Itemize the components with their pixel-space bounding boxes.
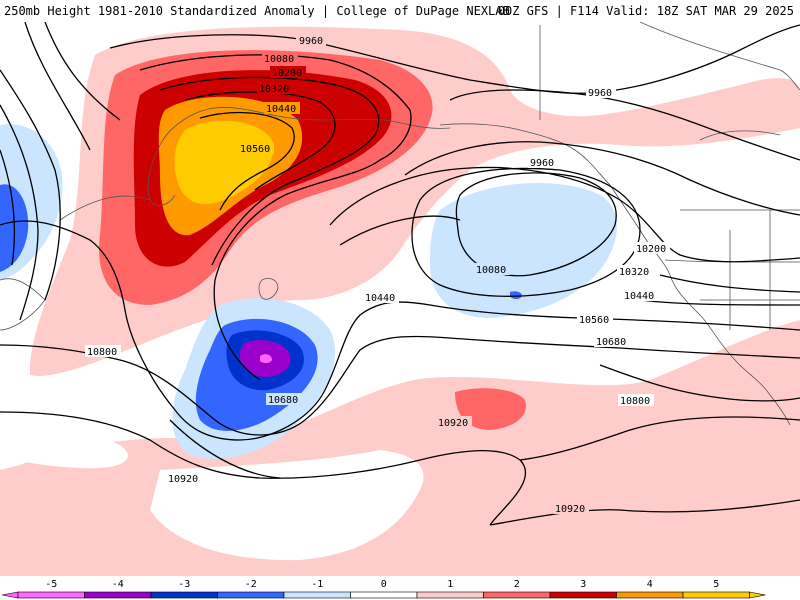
colorbar-tick-label: -2 [245, 579, 257, 590]
contour-label: 10560 [579, 315, 609, 326]
colorbar-tick-label: 4 [647, 579, 653, 590]
height-contours [0, 22, 800, 526]
colorbar-swatch [416, 591, 484, 599]
colorbar-swatch [17, 591, 85, 599]
colorbar-swatch [217, 591, 285, 599]
map-header: 250mb Height 1981-2010 Standardized Anom… [0, 0, 800, 22]
contour-label: 10200 [636, 244, 666, 255]
colorbar-tick-label: -1 [311, 579, 323, 590]
negative-anomaly-5-shading [260, 354, 272, 364]
anomaly-map: 9960 10080 10200 10320 10440 10560 9960 … [0, 22, 800, 578]
colorbar-swatch [84, 591, 152, 599]
contour-label: 10200 [272, 68, 302, 79]
colorbar-tick-label: 1 [447, 579, 453, 590]
colorbar-swatches [1, 591, 766, 599]
colorbar-arrow-high [749, 591, 766, 599]
colorbar-swatch [549, 591, 617, 599]
colorbar-swatch [616, 591, 684, 599]
contour-label: 10560 [240, 144, 270, 155]
contour-label: 9960 [530, 158, 554, 169]
contour-label: 10920 [438, 418, 468, 429]
colorbar-tick-labels: -5 -4 -3 -2 -1 0 1 2 3 4 5 [45, 579, 719, 590]
positive-anomaly-5-shading [174, 120, 274, 205]
contour-label: 10920 [168, 474, 198, 485]
colorbar-swatch [283, 591, 351, 599]
anomaly-colorbar: -5 -4 -3 -2 -1 0 1 2 3 4 5 [0, 576, 800, 600]
contour-label: 10440 [624, 291, 654, 302]
contour-label: 9960 [299, 36, 323, 47]
contour-label: 10440 [365, 293, 395, 304]
map-title: 250mb Height 1981-2010 Standardized Anom… [4, 4, 510, 18]
colorbar-tick-label: -5 [45, 579, 57, 590]
contour-label: 10080 [476, 265, 506, 276]
colorbar-swatch [150, 591, 218, 599]
colorbar-swatch [483, 591, 551, 599]
colorbar-tick-label: 3 [580, 579, 586, 590]
contour-label: 10800 [87, 347, 117, 358]
contour-label: 10680 [596, 337, 626, 348]
contour-label: 10320 [259, 84, 289, 95]
contour-label: 10320 [619, 267, 649, 278]
contour-label: 10800 [620, 396, 650, 407]
contour-label: 10440 [266, 104, 296, 115]
colorbar-tick-label: 0 [381, 579, 387, 590]
contour-label: 9960 [588, 88, 612, 99]
colorbar-tick-label: -4 [112, 579, 124, 590]
contour-label: 10920 [555, 504, 585, 515]
contour-label: 10080 [264, 54, 294, 65]
colorbar-swatch [350, 591, 418, 599]
colorbar-swatch [682, 591, 750, 599]
model-run-info: 00Z GFS | F114 Valid: 18Z SAT MAR 29 202… [497, 4, 794, 18]
colorbar-tick-label: 5 [713, 579, 719, 590]
contour-labels: 9960 10080 10200 10320 10440 10560 9960 … [85, 34, 670, 515]
colorbar-tick-label: -3 [178, 579, 190, 590]
colorbar-tick-label: 2 [514, 579, 520, 590]
contour-label: 10680 [268, 395, 298, 406]
